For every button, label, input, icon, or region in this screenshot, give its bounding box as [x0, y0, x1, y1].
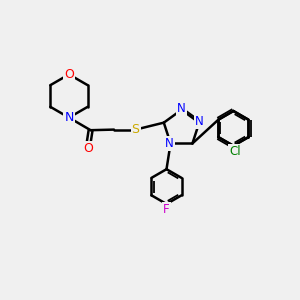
Text: N: N [195, 115, 204, 128]
Text: O: O [83, 142, 93, 155]
Text: O: O [64, 68, 74, 81]
Text: S: S [132, 123, 140, 136]
Text: F: F [163, 203, 170, 216]
Text: N: N [177, 102, 186, 115]
Text: N: N [64, 111, 74, 124]
Text: Cl: Cl [229, 145, 241, 158]
Text: N: N [165, 137, 174, 150]
